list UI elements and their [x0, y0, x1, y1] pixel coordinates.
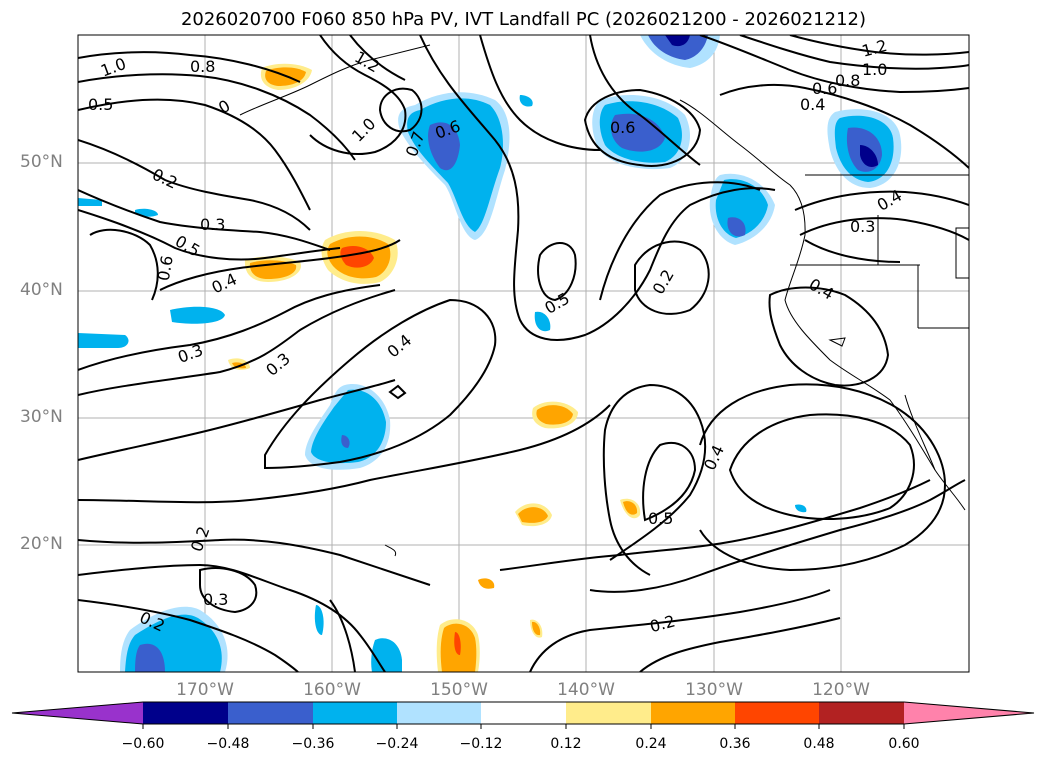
- colorbar-extend-high: [904, 702, 1034, 724]
- contour-label: 0.4: [800, 95, 825, 114]
- colorbar-tick-label: 0.24: [635, 736, 667, 752]
- lat-label: 20°N: [20, 534, 63, 554]
- colorbar: [11, 701, 1035, 729]
- lon-label: 130°W: [685, 680, 743, 700]
- contour-label: 0.6: [154, 254, 177, 282]
- lon-label: 170°W: [176, 680, 234, 700]
- contour-label: 1.0: [862, 60, 887, 79]
- colorbar-tick-label: 0.60: [888, 736, 920, 752]
- colorbar-extend-low: [12, 702, 143, 724]
- map-title: 2026020700 F060 850 hPa PV, IVT Landfall…: [180, 9, 867, 30]
- colorbar-cell: [313, 702, 397, 724]
- contour-label: 0.5: [648, 509, 673, 528]
- colorbar-tick-label: −0.24: [375, 736, 419, 752]
- colorbar-cell: [819, 702, 904, 724]
- colorbar-tick-label: −0.36: [291, 736, 335, 752]
- colorbar-cell: [566, 702, 651, 724]
- lon-label: 150°W: [430, 680, 488, 700]
- lat-label: 40°N: [20, 280, 63, 300]
- colorbar-tick-label: 0.12: [550, 736, 582, 752]
- lon-label: 120°W: [812, 680, 870, 700]
- colorbar-cell: [481, 702, 566, 724]
- contour-label: 0.8: [190, 57, 215, 76]
- contour-label: 0.6: [812, 79, 837, 98]
- contour-label: 0.3: [850, 217, 875, 236]
- plot-frame: [77, 34, 970, 673]
- lat-label: 30°N: [20, 407, 63, 427]
- plot-area: [78, 35, 969, 672]
- lon-label: 160°W: [303, 680, 361, 700]
- colorbar-cell: [651, 702, 735, 724]
- coastlines: [239, 44, 969, 557]
- colorbar-cell: [143, 702, 228, 724]
- contour-label: 0.3: [203, 590, 228, 609]
- contour-labels: 1.0 0.8 0.5 0 1.2 1.0 0.6 0.6 0.7 0.8 1.…: [88, 36, 905, 636]
- contour-label: 0.8: [835, 71, 860, 90]
- colorbar-tick-label: 0.36: [719, 736, 751, 752]
- lon-label: 140°W: [557, 680, 615, 700]
- lat-label: 50°N: [20, 152, 63, 172]
- colorbar-tick-label: −0.12: [459, 736, 503, 752]
- contour-label: 0.6: [610, 118, 635, 137]
- colorbar-tick-label: −0.60: [121, 736, 165, 752]
- contour-lines: [78, 35, 969, 672]
- colorbar-tick-label: −0.48: [206, 736, 250, 752]
- colorbar-tick-label: 0.48: [803, 736, 835, 752]
- contour-label: 0.5: [88, 95, 113, 114]
- contour-label: 0.3: [200, 215, 225, 234]
- colorbar-cell: [397, 702, 481, 724]
- colorbar-cell: [735, 702, 819, 724]
- colorbar-cell: [228, 702, 313, 724]
